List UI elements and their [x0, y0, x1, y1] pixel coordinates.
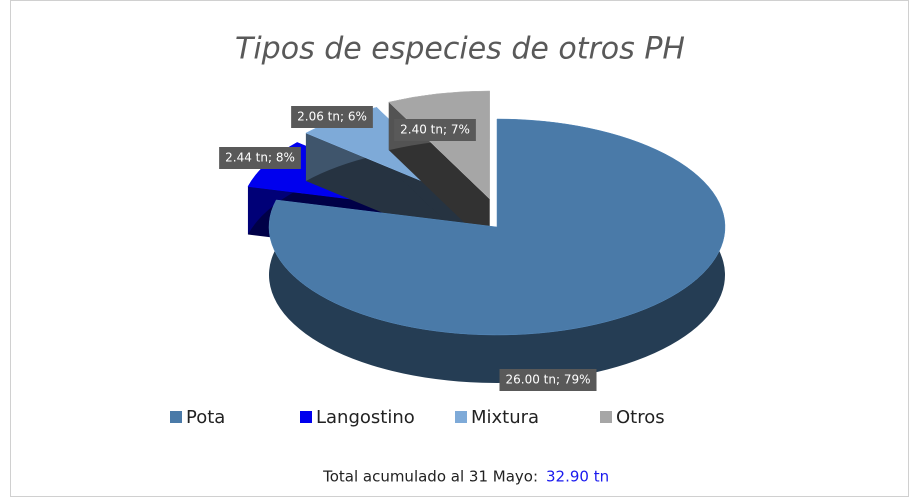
slice-top: [268, 118, 726, 336]
legend-label: Mixtura: [471, 407, 539, 428]
legend-swatch: [455, 411, 467, 423]
data-label: 26.00 tn; 79%: [505, 373, 590, 387]
chart-title: Tipos de especies de otros PH: [235, 32, 685, 67]
pie-slice: [268, 118, 726, 383]
data-label-box: [499, 369, 597, 391]
legend-label: Langostino: [316, 407, 415, 428]
slice-top: [388, 90, 490, 200]
legend-swatch: [300, 411, 312, 423]
footer-label: Total acumulado al 31 Mayo:: [322, 468, 538, 486]
legend-label: Otros: [616, 407, 665, 428]
footer-value: 32.90 tn: [546, 468, 609, 486]
data-label-box: [219, 147, 301, 169]
data-label: 2.44 tn; 8%: [225, 151, 295, 165]
data-label-box: [291, 106, 373, 128]
data-label: 2.40 tn; 7%: [400, 123, 470, 137]
data-label: 2.06 tn; 6%: [297, 110, 367, 124]
legend-swatch: [600, 411, 612, 423]
legend-swatch: [170, 411, 182, 423]
data-label-box: [394, 119, 476, 141]
legend-label: Pota: [186, 407, 225, 428]
